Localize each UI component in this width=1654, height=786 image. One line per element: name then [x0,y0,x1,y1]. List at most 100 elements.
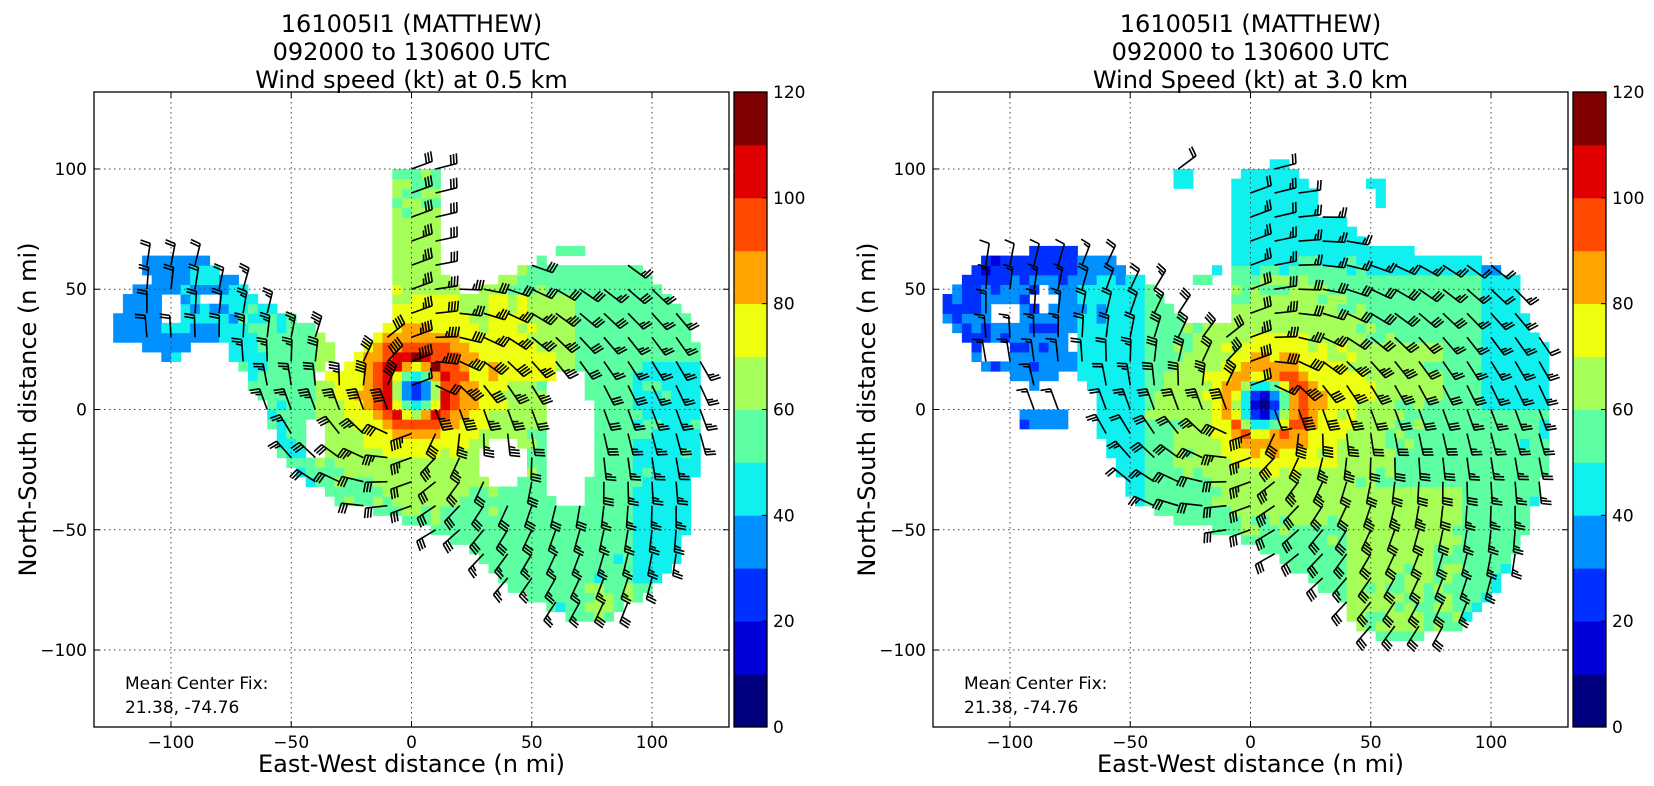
barb-flag [1200,454,1206,466]
field-cell [1192,448,1204,459]
field-cell [565,284,576,295]
field-cell [1327,217,1338,228]
field-cell [1250,255,1261,266]
field-cell [469,476,480,488]
barb-flag [1280,567,1287,577]
field-cell [199,265,211,276]
barb-staff [1273,409,1283,431]
barb-flag [1260,537,1266,548]
field-cell [1163,380,1175,391]
field-cell [507,428,518,439]
field-cell [1519,467,1531,478]
field-cell [1260,399,1271,411]
field-cell [1067,303,1078,314]
field-cell [122,322,134,334]
barb-flag [1207,311,1216,321]
field-cell [527,515,538,526]
barb-flag [630,478,642,481]
barb-flag [1154,473,1162,483]
field-cell [382,457,393,468]
field-cell [536,265,547,276]
field-cell [632,525,644,536]
field-cell [1394,294,1406,305]
field-cell [1317,553,1329,565]
barb-staff [1177,339,1185,362]
barb-flag [1303,422,1315,426]
colorbar-tick-label: 0 [773,718,784,738]
barb-flag [645,270,654,279]
field-cell [1250,371,1261,382]
field-cell [1058,361,1069,372]
field-cell [344,448,355,459]
barb-flag [543,340,553,349]
field-cell [565,332,576,343]
barb-flag [637,401,648,406]
barb-staff [1104,339,1107,362]
barb-flag [709,402,720,407]
barb-flag [707,373,715,377]
barb-staff [1229,456,1251,466]
field-cell [1394,573,1406,584]
barb-flag [1157,262,1167,271]
barb-flag [475,498,485,506]
field-cell [690,457,701,468]
barb-flag [1485,595,1496,602]
field-cell [990,361,1001,372]
field-cell [1289,313,1300,324]
field-cell [1260,515,1271,526]
field-cell [642,525,653,536]
barb-flag [1389,523,1400,530]
colorbar-tick-label: 80 [773,295,795,315]
field-cell [623,274,634,286]
field-cell [1240,409,1252,420]
field-cell [1298,380,1309,391]
barb-flag [518,339,525,346]
barb-staff [1442,457,1446,480]
field-cell [536,342,547,353]
barb-flag [1407,315,1416,324]
field-cell [401,409,413,420]
barb-flag [1129,265,1139,273]
field-cell [1260,313,1271,324]
barb-staff [675,481,679,504]
field-cell [1404,534,1415,545]
barb-flag [521,569,531,578]
field-cell [623,351,634,363]
field-cell [507,332,518,343]
field-cell [363,342,374,353]
barb-staff [1177,317,1189,338]
barb-flag [535,454,546,457]
field-cell [1212,351,1223,363]
barb-staff [1322,336,1343,348]
barb-staff [1274,335,1297,339]
field-cell [1260,457,1271,468]
field-cell [517,332,528,343]
field-cell [613,332,624,343]
field-cell [1404,265,1415,276]
barb-flag [474,518,483,527]
barb-flag [456,300,460,312]
field-cell [1048,255,1059,266]
barb-flag [1052,262,1063,269]
field-cell [642,467,653,478]
field-cell [613,419,624,430]
field-cell [603,409,615,420]
barb-flag [1182,287,1191,296]
field-cell [344,361,355,372]
field-cell [1471,534,1483,545]
barb-flag [682,398,690,401]
barb-flag [294,445,305,454]
barb-flag [1330,427,1341,431]
barb-flag [391,340,400,351]
field-cell [1346,544,1357,555]
field-cell [1240,284,1252,295]
field-cell [613,380,624,391]
barb-staff [265,339,268,362]
barb-flag [1266,176,1270,187]
field-cell [315,390,326,401]
barb-flag [500,366,510,375]
barb-staff [1432,601,1444,623]
barb-staff [1437,529,1444,552]
field-cell [642,419,653,430]
field-cell [392,390,403,401]
